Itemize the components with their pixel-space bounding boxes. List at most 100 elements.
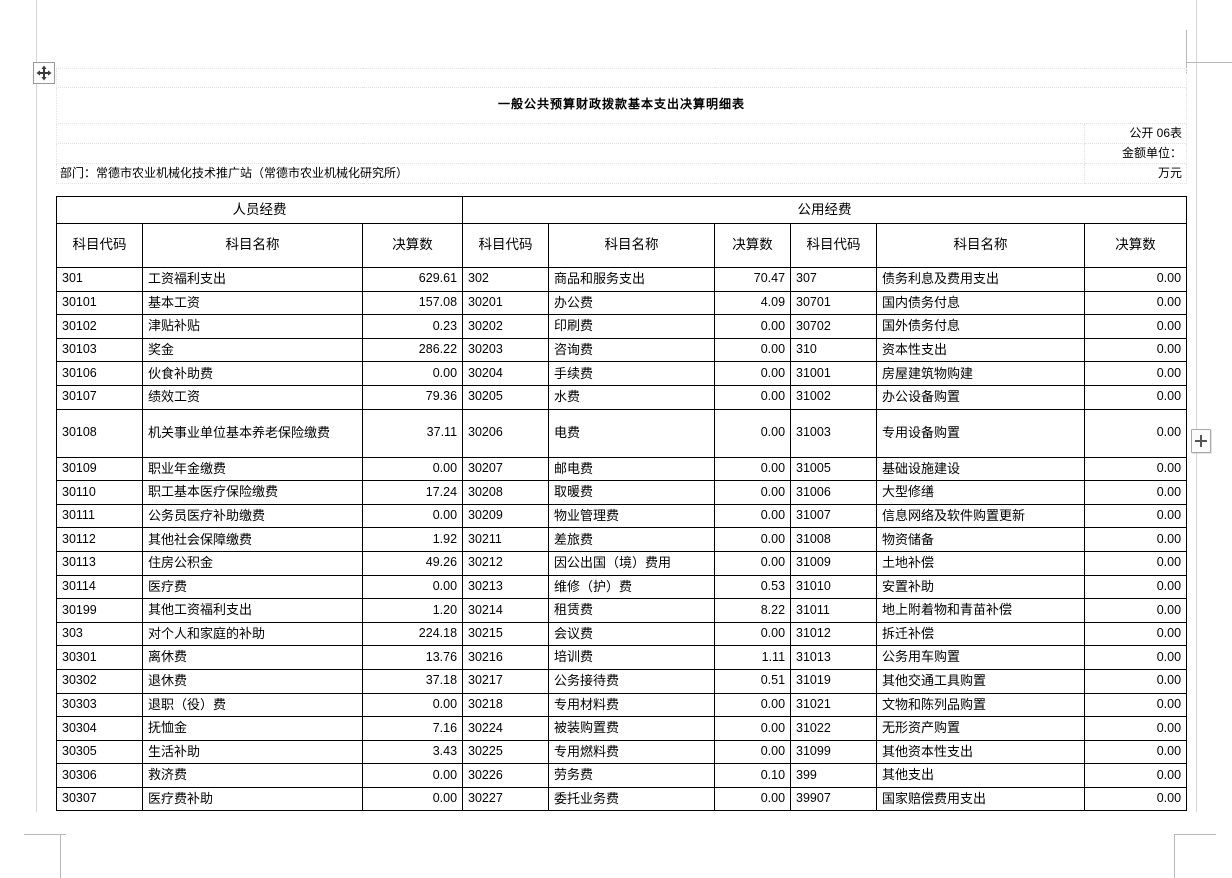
- cell-subject-name: 被装购置费: [548, 716, 716, 741]
- table-row: 30304 抚恤金 7.16 30224 被装购置费 0.00 31022 无形资产购置 0.0…: [56, 716, 1188, 741]
- cell-subject-name: 基本工资: [142, 290, 363, 316]
- cell-subject-code: 30226: [462, 763, 550, 788]
- cell-final-amount: 0.00: [714, 527, 792, 552]
- page-left-edge: [36, 0, 37, 812]
- cell-final-amount: 0.00: [1084, 739, 1188, 765]
- cell-final-amount: 0.00: [714, 480, 792, 505]
- cell-subject-name: 地上附着物和青苗补偿: [876, 598, 1086, 623]
- cell-subject-name: 公务员医疗补助缴费: [142, 503, 363, 529]
- table-row: 303 对个人和家庭的补助 224.18 30215 会议费 0.00 31012 拆迁补偿 0…: [56, 621, 1188, 647]
- cell-subject-code: 31010: [790, 574, 878, 600]
- cell-subject-name: 资本性支出: [876, 337, 1086, 363]
- cell-subject-name: 土地补偿: [876, 550, 1086, 576]
- header-spacer-cell: [55, 68, 1188, 88]
- amount-unit-label: 金额单位：: [1083, 143, 1188, 164]
- col-header-code-1: 科目代码: [56, 223, 143, 268]
- table-row: 30111 公务员医疗补助缴费 0.00 30209 物业管理费 0.00 31007 信息网…: [56, 503, 1188, 529]
- cell-subject-name: 国内债务付息: [876, 290, 1086, 316]
- cell-subject-code: 31099: [790, 739, 878, 765]
- page-title: 一般公共预算财政拨款基本支出决算明细表: [55, 87, 1188, 124]
- amount-unit-value: 万元: [1083, 163, 1188, 184]
- cell-final-amount: 629.61: [361, 267, 464, 292]
- cell-subject-code: 30110: [56, 480, 143, 505]
- table-row: 30306 救济费 0.00 30226 劳务费 0.10 399 其他支出 0.00: [56, 763, 1188, 788]
- cell-final-amount: 7.16: [361, 716, 464, 741]
- cell-subject-code: 30103: [56, 337, 143, 363]
- cell-subject-code: 30211: [462, 527, 550, 552]
- header-spacer-row: [55, 68, 1188, 88]
- cell-final-amount: 0.53: [714, 574, 792, 600]
- cell-subject-code: 30216: [462, 645, 550, 670]
- cell-final-amount: 0.00: [1084, 786, 1188, 812]
- cell-subject-name: 培训费: [548, 645, 716, 670]
- cell-final-amount: 4.09: [714, 290, 792, 316]
- cell-subject-code: 31013: [790, 645, 878, 670]
- cell-subject-name: 因公出国（境）费用: [548, 550, 716, 576]
- cell-final-amount: 0.00: [714, 716, 792, 741]
- cell-subject-code: 30217: [462, 668, 550, 694]
- cell-subject-code: 30701: [790, 290, 878, 316]
- cell-final-amount: 49.26: [361, 550, 464, 576]
- cell-subject-name: 会议费: [548, 621, 716, 647]
- cell-subject-name: 租赁费: [548, 598, 716, 623]
- cell-subject-code: 30108: [56, 408, 143, 458]
- cell-subject-name: 职业年金缴费: [142, 456, 363, 482]
- cell-subject-name: 委托业务费: [548, 786, 716, 812]
- cell-subject-code: 30203: [462, 337, 550, 363]
- table-row: 30305 生活补助 3.43 30225 专用燃料费 0.00 31099 其他资本性支出 0…: [56, 739, 1188, 765]
- table-row: 30103 奖金 286.22 30203 咨询费 0.00 310 资本性支出 0.00: [56, 337, 1188, 363]
- cell-subject-name: 国外债务付息: [876, 314, 1086, 339]
- cell-subject-code: 31003: [790, 408, 878, 458]
- table-move-handle[interactable]: [33, 62, 55, 84]
- unit-label-spacer: [56, 143, 1085, 164]
- cell-final-amount: 0.00: [1084, 668, 1188, 694]
- department-line: 部门：常德市农业机械化技术推广站（常德市农业机械化研究所）: [56, 163, 1085, 184]
- cell-final-amount: 0.00: [1084, 480, 1188, 505]
- cell-subject-code: 30204: [462, 361, 550, 386]
- cell-subject-name: 债务利息及费用支出: [876, 267, 1086, 292]
- cell-subject-name: 办公设备购置: [876, 384, 1086, 410]
- page-right-edge: [1196, 0, 1197, 812]
- cell-final-amount: 0.00: [1084, 716, 1188, 741]
- cell-subject-code: 30106: [56, 361, 143, 386]
- cell-subject-name: 奖金: [142, 337, 363, 363]
- cell-subject-name: 物资储备: [876, 527, 1086, 552]
- cell-final-amount: 0.00: [1084, 598, 1188, 623]
- form-number-row: 公开 06表: [56, 123, 1188, 144]
- cell-subject-name: 邮电费: [548, 456, 716, 482]
- cell-subject-name: 基础设施建设: [876, 456, 1086, 482]
- table-row: 30110 职工基本医疗保险缴费 17.24 30208 取暖费 0.00 31006 大型修…: [56, 480, 1188, 505]
- cell-final-amount: 0.00: [714, 621, 792, 647]
- cell-subject-code: 30306: [56, 763, 143, 788]
- cell-subject-code: 31011: [790, 598, 878, 623]
- cell-subject-code: 31005: [790, 456, 878, 482]
- col-header-name-1: 科目名称: [142, 223, 363, 268]
- cell-subject-code: 30102: [56, 314, 143, 339]
- col-header-amount-1: 决算数: [361, 223, 464, 268]
- cell-subject-name: 拆迁补偿: [876, 621, 1086, 647]
- table-row: 30199 其他工资福利支出 1.20 30214 租赁费 8.22 31011 地上附着物和…: [56, 598, 1188, 623]
- cell-subject-code: 30201: [462, 290, 550, 316]
- cell-subject-code: 30208: [462, 480, 550, 505]
- cell-subject-name: 其他资本性支出: [876, 739, 1086, 765]
- cell-subject-name: 生活补助: [142, 739, 363, 765]
- cell-subject-code: 30303: [56, 692, 143, 718]
- cell-final-amount: 3.43: [361, 739, 464, 765]
- cell-subject-code: 30307: [56, 786, 143, 812]
- cell-final-amount: 0.00: [714, 337, 792, 363]
- cell-subject-code: 30205: [462, 384, 550, 410]
- cell-subject-code: 31006: [790, 480, 878, 505]
- table-row: 30112 其他社会保障缴费 1.92 30211 差旅费 0.00 31008 物资储备 0.…: [56, 527, 1188, 552]
- cell-final-amount: 0.00: [361, 786, 464, 812]
- cell-final-amount: 0.00: [1084, 527, 1188, 552]
- cell-final-amount: 37.18: [361, 668, 464, 694]
- cell-subject-code: 31012: [790, 621, 878, 647]
- cell-subject-code: 30224: [462, 716, 550, 741]
- insert-column-button[interactable]: [1191, 429, 1211, 453]
- cell-subject-name: 文物和陈列品购置: [876, 692, 1086, 718]
- column-header-row: 科目代码 科目名称 决算数 科目代码 科目名称 决算数 科目代码 科目名称 决算…: [56, 223, 1188, 268]
- cell-subject-name: 其他工资福利支出: [142, 598, 363, 623]
- cell-subject-name: 救济费: [142, 763, 363, 788]
- cell-subject-name: 职工基本医疗保险缴费: [142, 480, 363, 505]
